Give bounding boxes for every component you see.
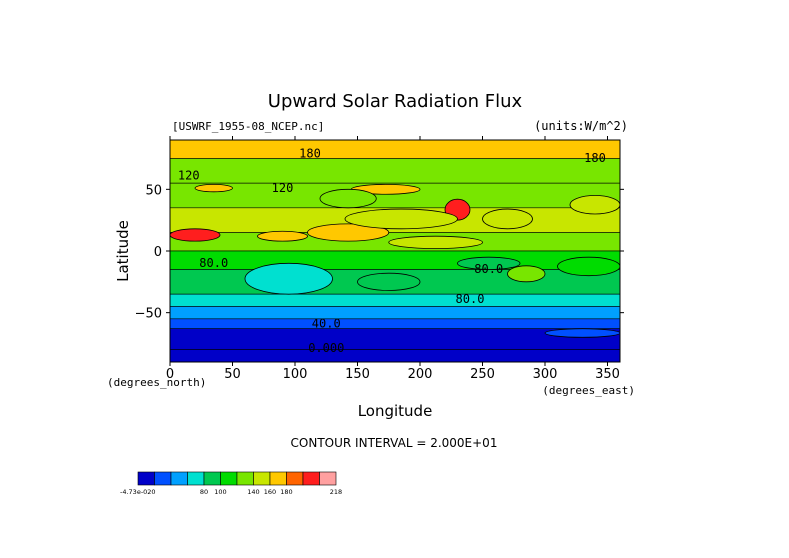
x-tick-label: 150 bbox=[345, 367, 370, 382]
flux-feature-11 bbox=[244, 262, 333, 295]
x-tick-label: 250 bbox=[470, 367, 495, 382]
colorbar-label: 218 bbox=[330, 488, 342, 496]
colorbar-swatch-7 bbox=[253, 471, 271, 486]
chart-subtitle-right: (units:W/m^2) bbox=[534, 119, 628, 133]
contour-label-3: 120 bbox=[272, 181, 294, 195]
contour-label-7: 40.0 bbox=[312, 316, 341, 330]
colorbar-swatch-2 bbox=[170, 471, 188, 486]
chart-title: Upward Solar Radiation Flux bbox=[268, 91, 523, 112]
flux-feature-0 bbox=[170, 228, 221, 242]
colorbar-label: 180 bbox=[280, 488, 292, 496]
y-tick-label: 0 bbox=[154, 245, 162, 260]
contour-label-0: 180 bbox=[299, 146, 321, 160]
flux-feature-8 bbox=[319, 188, 377, 209]
flux-feature-9 bbox=[482, 208, 533, 230]
x-axis-label: Longitude bbox=[358, 402, 433, 420]
x-tick-label: 50 bbox=[224, 367, 241, 382]
colorbar-swatch-5 bbox=[220, 471, 238, 486]
flux-feature-10 bbox=[569, 195, 620, 215]
flux-band-0 bbox=[170, 140, 620, 159]
contour-interval-text: CONTOUR INTERVAL = 2.000E+01 bbox=[291, 436, 498, 450]
flux-band-11 bbox=[170, 349, 620, 362]
flux-feature-1 bbox=[257, 230, 308, 242]
flux-band-5 bbox=[170, 250, 620, 270]
colorbar-label: 140 bbox=[247, 488, 259, 496]
flux-feature-7 bbox=[344, 208, 458, 230]
colorbar-label: 80 bbox=[200, 488, 208, 496]
flux-feature-13 bbox=[507, 265, 546, 283]
colorbar-label: -4.73e-020 bbox=[120, 488, 156, 496]
flux-feature-16 bbox=[544, 328, 620, 338]
colorbar-swatch-0 bbox=[137, 471, 155, 486]
colorbar-label: 100 bbox=[214, 488, 226, 496]
flux-feature-5 bbox=[307, 223, 390, 242]
contour-label-1: 180 bbox=[584, 151, 606, 165]
y-axis: −50 0 50 bbox=[135, 183, 624, 322]
flux-band-1 bbox=[170, 158, 620, 184]
flux-band-9 bbox=[170, 318, 620, 330]
colorbar-swatch-3 bbox=[187, 471, 205, 486]
colorbar-swatch-1 bbox=[154, 471, 172, 486]
x-tick-label: 350 bbox=[595, 367, 620, 382]
flux-feature-4 bbox=[194, 184, 233, 193]
colorbar-swatch-4 bbox=[203, 471, 221, 486]
colorbar-swatch-9 bbox=[286, 471, 304, 486]
x-tick-label: 200 bbox=[408, 367, 433, 382]
y-unit-note: (degrees_north) bbox=[107, 376, 206, 389]
contour-label-5: 80.0 bbox=[474, 262, 503, 276]
contour-label-4: 80.0 bbox=[199, 256, 228, 270]
x-tick-label: 100 bbox=[283, 367, 308, 382]
colorbar-swatch-10 bbox=[302, 471, 320, 486]
flux-feature-15 bbox=[557, 256, 620, 277]
colorbar-swatch-8 bbox=[269, 471, 287, 486]
colorbar-label: 160 bbox=[264, 488, 276, 496]
flux-feature-14 bbox=[357, 272, 421, 291]
y-tick-label: 50 bbox=[145, 183, 162, 198]
y-axis-label: Latitude bbox=[114, 220, 132, 282]
flux-feature-6 bbox=[388, 235, 483, 249]
x-axis: 0 50 100 150 200 250 300 350 bbox=[166, 136, 620, 382]
chart-subtitle-left: [USWRF_1955-08_NCEP.nc] bbox=[172, 120, 324, 133]
y-tick-label: −50 bbox=[135, 307, 162, 322]
x-tick-label: 0 bbox=[166, 367, 174, 382]
colorbar-swatch-11 bbox=[319, 471, 337, 486]
contour-label-2: 120 bbox=[178, 168, 200, 182]
flux-field bbox=[170, 140, 620, 362]
flux-feature-12 bbox=[457, 256, 521, 270]
contour-label-6: 80.0 bbox=[456, 292, 485, 306]
x-tick-label: 300 bbox=[533, 367, 558, 382]
contour-label-8: 0.000 bbox=[308, 341, 344, 355]
x-unit-note: (degrees_east) bbox=[542, 384, 635, 397]
contour-labels: 180 180 120 120 80.0 80.0 80.0 40.0 0.000 bbox=[178, 146, 606, 355]
flux-band-8 bbox=[170, 306, 620, 320]
colorbar: -4.73e-020 80 100 140 160 180 218 bbox=[120, 471, 342, 496]
colorbar-swatch-6 bbox=[236, 471, 254, 486]
flux-band-7 bbox=[170, 293, 620, 307]
